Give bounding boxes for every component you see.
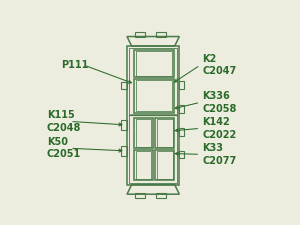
Bar bbox=[134, 118, 153, 148]
Bar bbox=[157, 151, 172, 179]
Bar bbox=[134, 50, 174, 77]
Bar bbox=[121, 120, 127, 130]
Bar bbox=[134, 150, 153, 180]
Bar bbox=[155, 150, 174, 180]
Text: K33
C2077: K33 C2077 bbox=[202, 143, 237, 166]
Text: K115
C2048: K115 C2048 bbox=[47, 110, 81, 133]
Bar bbox=[136, 119, 151, 147]
Text: K50
C2051: K50 C2051 bbox=[47, 137, 81, 160]
Bar bbox=[129, 48, 177, 183]
Text: K2
C2047: K2 C2047 bbox=[202, 54, 237, 76]
Text: P111: P111 bbox=[61, 60, 88, 70]
Bar bbox=[121, 82, 127, 88]
Text: K336
C2058: K336 C2058 bbox=[202, 91, 237, 114]
Bar bbox=[136, 151, 151, 179]
Bar bbox=[135, 32, 145, 37]
Text: K142
C2022: K142 C2022 bbox=[202, 117, 237, 140]
Bar bbox=[179, 106, 184, 113]
Bar bbox=[136, 80, 172, 111]
Bar bbox=[127, 46, 179, 185]
Bar bbox=[155, 118, 174, 148]
Bar bbox=[179, 128, 184, 136]
Bar bbox=[156, 32, 166, 37]
Bar bbox=[121, 146, 127, 156]
Bar bbox=[135, 194, 145, 198]
Bar bbox=[134, 79, 174, 112]
Bar bbox=[179, 151, 184, 158]
Bar bbox=[179, 81, 184, 89]
Bar bbox=[136, 51, 172, 76]
Bar bbox=[157, 119, 172, 147]
Bar bbox=[156, 194, 166, 198]
